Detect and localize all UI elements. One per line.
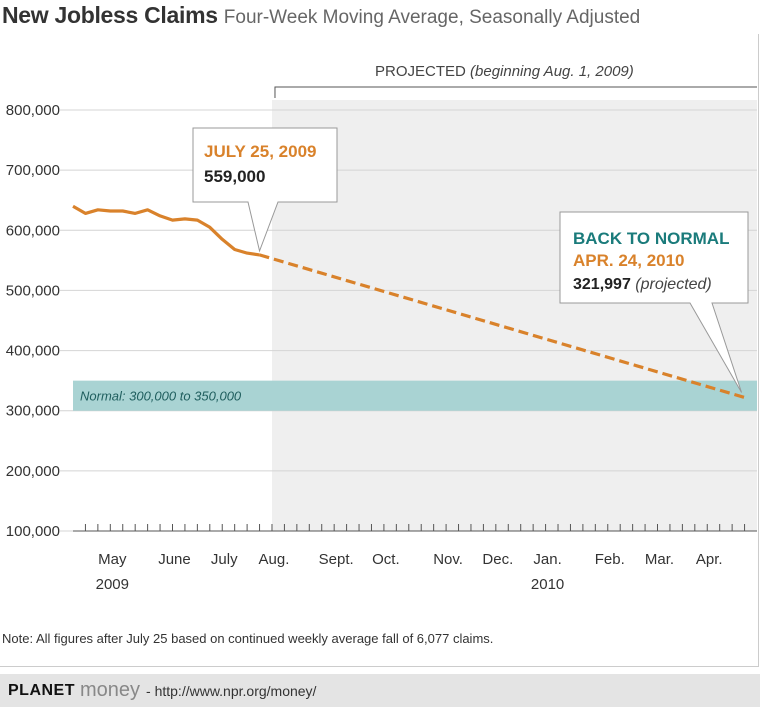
footnote: Note: All figures after July 25 based on… (2, 631, 494, 646)
chart-title: New Jobless Claims (2, 2, 218, 28)
x-tick-label: Nov. (433, 551, 463, 568)
projected-region (271, 100, 757, 531)
x-tick-label: Sept. (319, 551, 354, 568)
y-tick-label: 500,000 (6, 282, 60, 299)
callout-april-box (559, 211, 749, 393)
y-tick-label: 200,000 (6, 463, 60, 480)
x-tick-label: Feb. (595, 551, 625, 568)
x-year-label: 2010 (531, 576, 564, 593)
actual-line (72, 204, 260, 257)
footer-bar: PLANET money - http://www.npr.org/money/ (0, 674, 760, 707)
normal-band-label: Normal: 300,000 to 350,000 (80, 389, 242, 404)
projected-label: PROJECTED (beginning Aug. 1, 2009) (375, 63, 634, 80)
x-tick-label: Oct. (372, 551, 400, 568)
x-tick-label: Jan. (533, 551, 561, 568)
callout-july-date: JULY 25, 2009 (204, 142, 316, 161)
callout-april-value: 321,997 (projected) (573, 276, 712, 293)
chart-subtitle: Four-Week Moving Average, Seasonally Adj… (223, 7, 641, 28)
x-tick-label: Apr. (696, 551, 723, 568)
x-tick-label: Mar. (645, 551, 674, 568)
callout-april-heading: BACK TO NORMAL (573, 229, 729, 248)
projected-line (259, 253, 746, 400)
x-tick-label: Dec. (482, 551, 513, 568)
callout-july-value: 559,000 (204, 167, 265, 186)
normal-band (73, 380, 757, 411)
x-tick-label: July (211, 551, 238, 568)
y-tick-label: 600,000 (6, 222, 60, 239)
y-tick-label: 800,000 (6, 102, 60, 119)
x-tick-label: June (158, 551, 191, 568)
projected-bracket (274, 86, 757, 98)
x-tick-label: May (98, 551, 127, 568)
x-tick-label: Aug. (259, 551, 290, 568)
x-year-label: 2009 (96, 576, 129, 593)
brand-logo-money: money (80, 679, 141, 701)
chart-header: New Jobless Claims Four-Week Moving Avera… (2, 2, 640, 29)
callout-april-date: APR. 24, 2010 (573, 251, 685, 270)
y-tick-label: 300,000 (6, 403, 60, 420)
y-tick-label: 400,000 (6, 343, 60, 360)
brand-logo-planet: PLANET (8, 681, 75, 699)
chart-frame (0, 34, 759, 667)
y-tick-label: 700,000 (6, 162, 60, 179)
callout-july-box (192, 127, 338, 253)
chart-svg: 100,000 200,000 300,000 400,000 500,000 600,0… (6, 63, 757, 593)
source-url: - http://www.npr.org/money/ (146, 682, 317, 699)
y-tick-label: 100,000 (6, 523, 60, 540)
